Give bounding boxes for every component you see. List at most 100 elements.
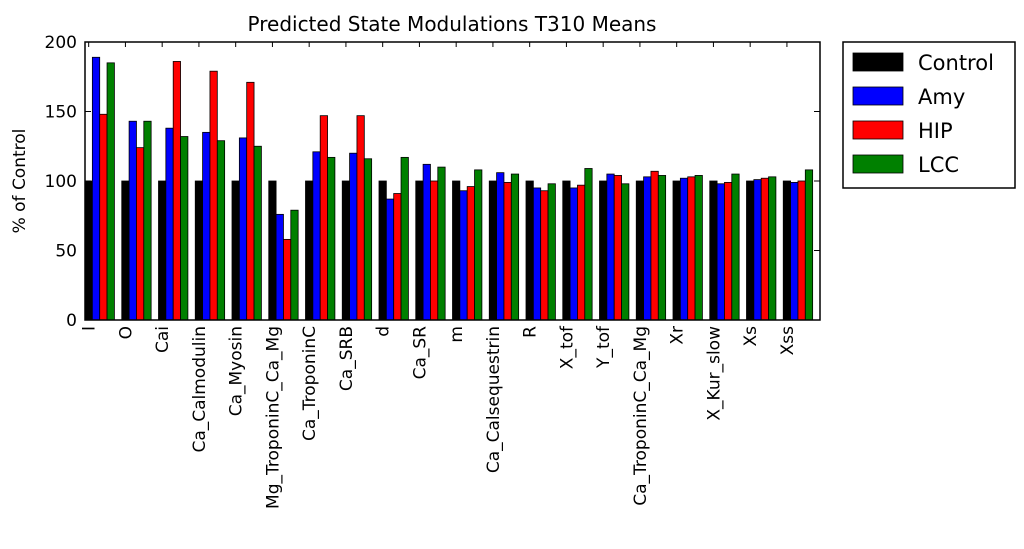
bar-amy-ca-sr bbox=[422, 163, 431, 321]
bar-amy-cai bbox=[165, 127, 174, 321]
x-tick-label-ca-calmodulin: Ca_Calmodulin bbox=[190, 326, 210, 453]
bar-lcc-ca-troponinc-ca-mg bbox=[657, 175, 667, 321]
x-tick-label-ca-sr: Ca_SR bbox=[410, 326, 430, 380]
bar-hip-xr bbox=[687, 176, 696, 321]
bar-amy-i bbox=[91, 56, 101, 321]
x-tick-label-xr: Xr bbox=[668, 326, 688, 345]
x-tick-label-x-tof: X_tof bbox=[557, 325, 577, 369]
legend-label-hip: HIP bbox=[918, 119, 953, 143]
bar-control-xss bbox=[782, 180, 791, 321]
x-tick-label-cai: Cai bbox=[153, 326, 173, 353]
bar-lcc-i bbox=[106, 62, 115, 321]
y-tick-label: 50 bbox=[55, 242, 77, 262]
plot-frame bbox=[84, 41, 821, 321]
legend-swatch-lcc bbox=[852, 154, 904, 174]
bar-control-m bbox=[452, 180, 461, 321]
bar-amy-m bbox=[459, 190, 468, 321]
y-tick-label: 150 bbox=[45, 103, 77, 123]
bar-amy-d bbox=[385, 198, 395, 321]
bar-control-ca-sr bbox=[415, 180, 424, 321]
x-tick-label-o: O bbox=[116, 326, 136, 339]
x-tick-label-d: d bbox=[374, 326, 394, 337]
legend-swatch-hip bbox=[852, 120, 904, 140]
bar-lcc-ca-troponinc bbox=[327, 156, 336, 321]
bar-lcc-ca-calsequestrin bbox=[510, 173, 520, 321]
bar-lcc-xr bbox=[694, 175, 703, 321]
x-tick-label-mg-troponinc-ca-mg: Mg_TroponinC_Ca_Mg bbox=[263, 326, 283, 509]
bar-hip-d bbox=[393, 193, 402, 321]
bar-hip-cai bbox=[172, 61, 181, 321]
bar-lcc-ca-myosin bbox=[253, 145, 262, 321]
bar-lcc-m bbox=[474, 169, 483, 321]
bar-control-ca-troponinc bbox=[305, 180, 314, 321]
bar-amy-r bbox=[532, 187, 542, 321]
y-tick-label: 200 bbox=[45, 33, 77, 53]
bar-lcc-o bbox=[143, 120, 152, 321]
bar-hip-ca-sr bbox=[430, 180, 439, 321]
y-tick-label: 100 bbox=[45, 172, 77, 192]
x-tick-label-r: R bbox=[521, 326, 541, 338]
bar-amy-mg-troponinc-ca-mg bbox=[275, 213, 284, 321]
bar-control-d bbox=[378, 180, 387, 321]
bar-lcc-y-tof bbox=[621, 183, 630, 321]
legend-swatch-control bbox=[852, 52, 904, 72]
bar-control-ca-srb bbox=[341, 180, 350, 321]
y-tick-label: 0 bbox=[66, 311, 77, 331]
legend-label-amy: Amy bbox=[918, 85, 965, 109]
legend-label-lcc: LCC bbox=[918, 153, 959, 177]
bar-hip-x-kur-slow bbox=[724, 181, 733, 321]
x-tick-label-xs: Xs bbox=[741, 326, 761, 347]
bar-amy-x-kur-slow bbox=[716, 183, 725, 321]
y-axis-label: % of Control bbox=[10, 129, 30, 234]
x-tick-label-i: I bbox=[80, 326, 100, 331]
bar-amy-ca-troponinc bbox=[312, 151, 321, 321]
bar-control-ca-calmodulin bbox=[194, 180, 203, 321]
bars-group bbox=[84, 56, 814, 321]
bar-amy-xr bbox=[679, 177, 689, 321]
bar-lcc-ca-sr bbox=[437, 166, 446, 321]
bar-lcc-d bbox=[400, 156, 409, 321]
x-tick-label-x-kur-slow: X_Kur_slow bbox=[704, 326, 724, 421]
y-axis-ticks: 0 50 100 150 200 bbox=[45, 33, 820, 331]
bar-hip-ca-myosin bbox=[246, 81, 255, 321]
bar-control-o bbox=[121, 180, 130, 321]
bar-control-ca-myosin bbox=[231, 180, 240, 321]
bar-amy-xss bbox=[790, 181, 799, 321]
x-tick-label-ca-calsequestrin: Ca_Calsequestrin bbox=[484, 326, 504, 473]
bar-control-xs bbox=[746, 180, 755, 321]
bar-hip-xss bbox=[797, 180, 806, 321]
bar-lcc-xs bbox=[768, 176, 777, 321]
bar-lcc-ca-srb bbox=[363, 158, 373, 321]
bar-control-x-tof bbox=[562, 180, 571, 321]
bar-hip-y-tof bbox=[613, 175, 622, 321]
bar-lcc-x-tof bbox=[584, 168, 593, 321]
bar-control-cai bbox=[158, 180, 167, 321]
bar-lcc-xss bbox=[804, 169, 814, 321]
x-tick-label-ca-myosin: Ca_Myosin bbox=[227, 326, 247, 416]
bar-control-ca-calsequestrin bbox=[488, 180, 497, 321]
x-tick-label-y-tof: Y_tof bbox=[594, 325, 614, 369]
bar-amy-ca-calmodulin bbox=[202, 131, 211, 321]
bar-hip-ca-troponinc bbox=[319, 115, 328, 321]
bar-control-xr bbox=[672, 180, 681, 321]
bar-hip-o bbox=[136, 147, 145, 321]
bar-amy-xs bbox=[753, 179, 762, 321]
bar-hip-m bbox=[466, 186, 475, 321]
bar-hip-mg-troponinc-ca-mg bbox=[283, 238, 292, 321]
legend: Control Amy HIP LCC bbox=[842, 41, 1016, 189]
x-tick-label-ca-troponinc: Ca_TroponinC bbox=[300, 326, 320, 441]
legend-swatch-amy bbox=[852, 86, 904, 106]
bar-hip-r bbox=[540, 190, 549, 321]
bar-control-r bbox=[525, 180, 534, 321]
bar-amy-o bbox=[128, 120, 137, 321]
bar-hip-ca-calsequestrin bbox=[503, 181, 512, 321]
bar-hip-xs bbox=[760, 177, 769, 321]
bar-hip-ca-troponinc-ca-mg bbox=[650, 170, 659, 321]
bar-amy-y-tof bbox=[606, 173, 615, 321]
bar-amy-ca-troponinc-ca-mg bbox=[643, 176, 652, 321]
x-tick-label-ca-troponinc-ca-mg: Ca_TroponinC_Ca_Mg bbox=[631, 326, 651, 506]
bar-lcc-mg-troponinc-ca-mg bbox=[290, 209, 299, 321]
bar-hip-ca-srb bbox=[356, 115, 365, 321]
x-axis-ticks: I O Cai Ca_Calmodulin Ca_Myosin Mg_TroponinC_… bbox=[80, 42, 798, 509]
